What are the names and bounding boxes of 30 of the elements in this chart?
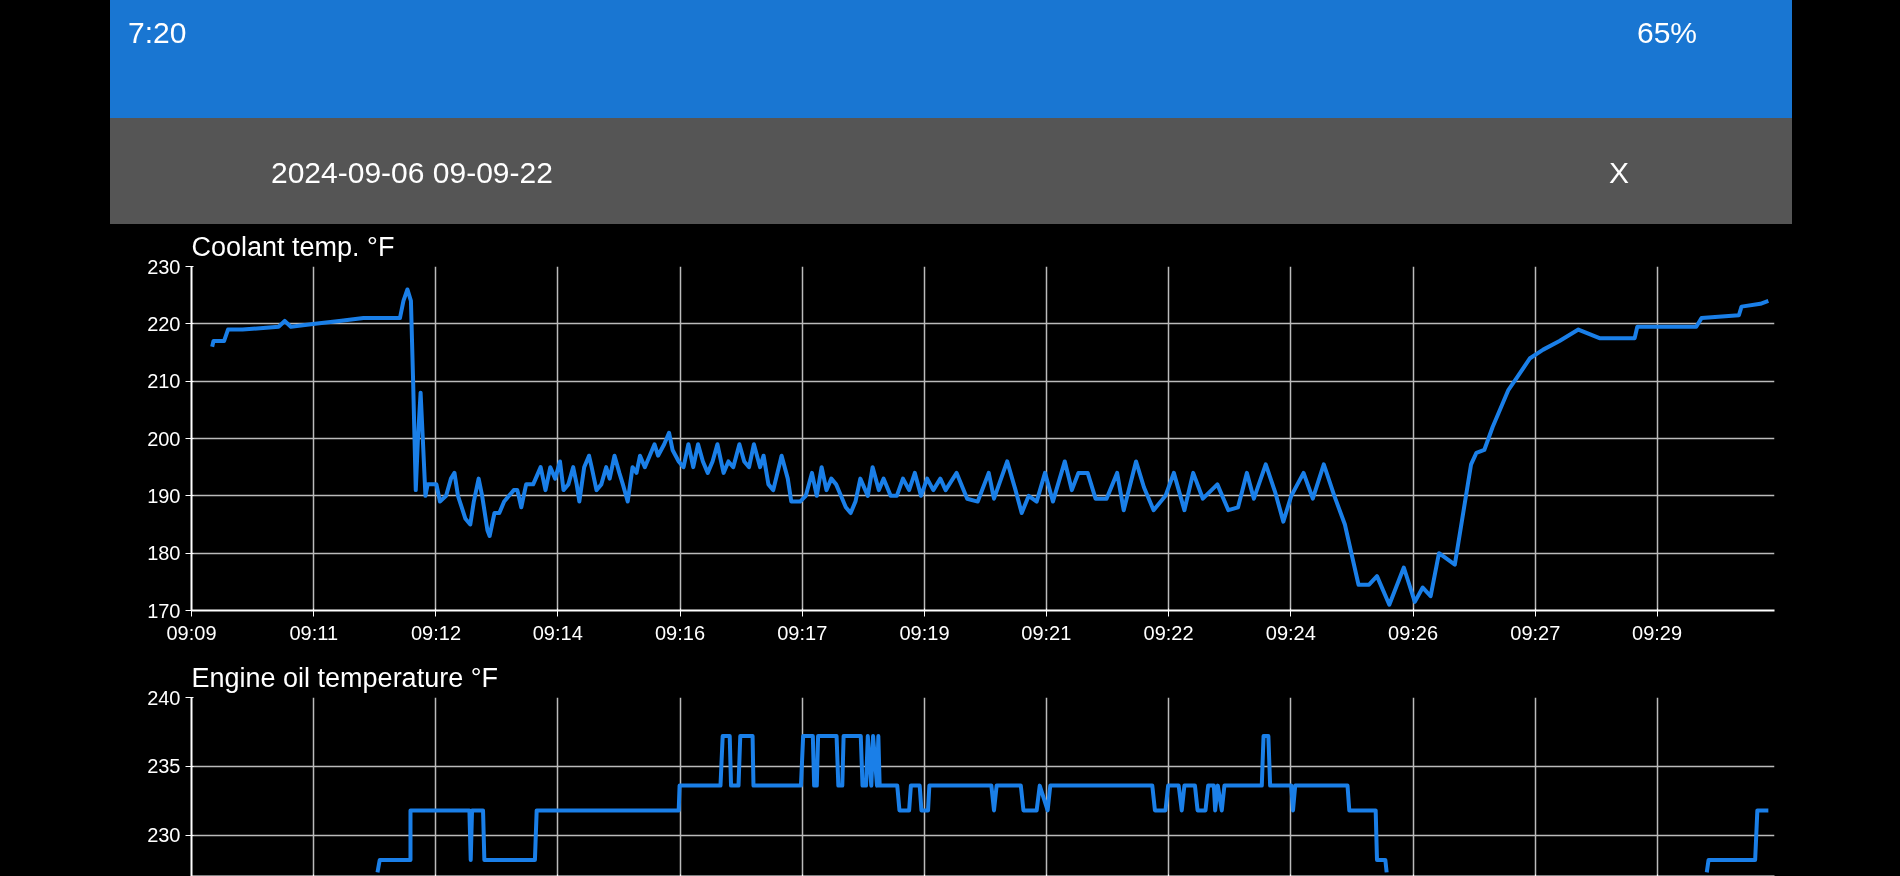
- x-tick-label: 09:12: [410, 621, 462, 644]
- x-tick-label: 09:24: [1265, 621, 1316, 644]
- y-tick-label: 220: [147, 312, 181, 335]
- line-series: [210, 287, 1771, 607]
- text: X: [1608, 155, 1629, 191]
- y-tick-label: 240: [147, 686, 181, 709]
- chart-title: Engine oil temperature °F: [191, 662, 498, 693]
- chart-title: Coolant temp. °F: [191, 231, 395, 262]
- y-tick-label: 230: [147, 824, 181, 847]
- x-tick-label: 09:11: [289, 621, 339, 644]
- y-tick-label: 210: [147, 370, 181, 393]
- y-tick-label: 235: [147, 755, 181, 778]
- x-tick-label: 09:14: [532, 621, 583, 644]
- x-tick-label: 09:16: [655, 621, 706, 644]
- y-tick-label: 190: [147, 484, 181, 507]
- x-tick-label: 09:26: [1388, 621, 1439, 644]
- y-tick-label: 230: [147, 255, 181, 278]
- y-tick-label: 180: [147, 542, 181, 565]
- text: 7:20: [128, 15, 187, 51]
- text: 65%: [1636, 15, 1697, 51]
- x-tick-label: 09:22: [1143, 621, 1194, 644]
- x-tick-label: 09:19: [899, 621, 950, 644]
- x-tick-label: 09:21: [1021, 621, 1072, 644]
- x-tick-label: 09:27: [1510, 621, 1561, 644]
- y-tick-label: 170: [147, 599, 181, 622]
- y-tick-label: 200: [147, 427, 181, 450]
- x-tick-label: 09:17: [777, 621, 828, 644]
- x-tick-label: 09:09: [166, 621, 217, 644]
- x-tick-label: 09:29: [1632, 621, 1683, 644]
- text: 2024-09-06 09-09-22: [271, 155, 553, 191]
